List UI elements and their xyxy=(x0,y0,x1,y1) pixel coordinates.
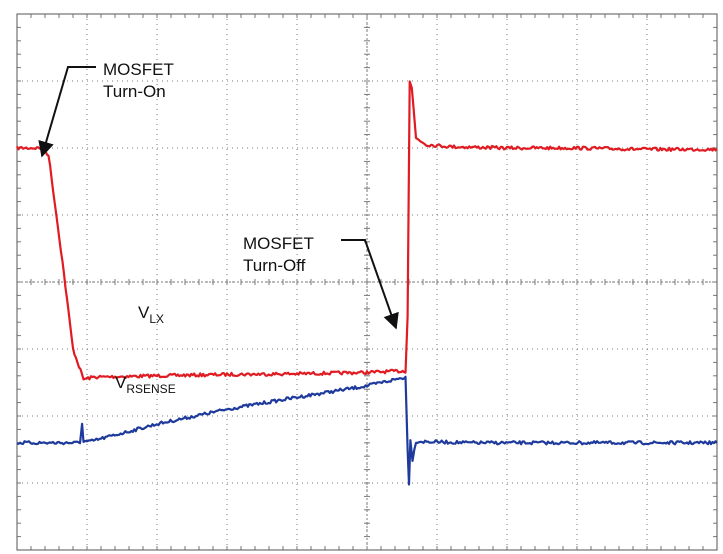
trace-vrsense xyxy=(16,375,718,486)
vrsense-label: VRSENSE xyxy=(115,373,176,396)
turn-on-arrow xyxy=(38,66,96,158)
trace-vlx xyxy=(16,80,718,381)
traces xyxy=(16,80,718,486)
vrsense-label-sub: RSENSE xyxy=(126,382,175,396)
turn-on-line2: Turn-On xyxy=(103,82,166,101)
annotation-turn-off: MOSFET Turn-Off xyxy=(243,234,314,275)
turn-off-line2: Turn-Off xyxy=(243,256,306,275)
plot-border xyxy=(16,13,718,551)
annotation-turn-on: MOSFET Turn-On xyxy=(103,60,174,101)
vlx-label-sub: LX xyxy=(149,312,164,326)
turn-off-line1: MOSFET xyxy=(243,234,314,253)
vrsense-label-main: V xyxy=(115,373,127,392)
turn-on-line1: MOSFET xyxy=(103,60,174,79)
turn-off-arrow xyxy=(341,239,399,330)
vlx-label-main: V xyxy=(138,303,150,322)
vlx-label: VLX xyxy=(138,303,164,326)
